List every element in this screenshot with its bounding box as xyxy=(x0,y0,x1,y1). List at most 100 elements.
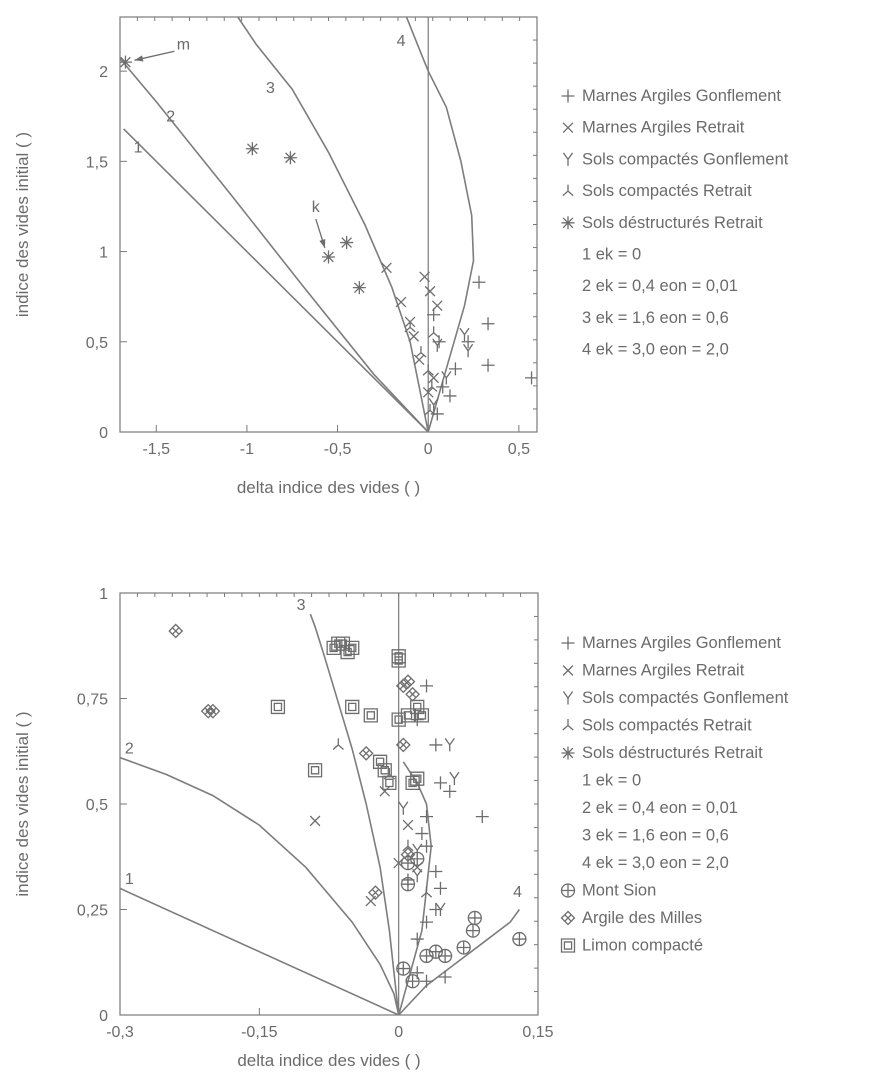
data-point-lambda-stroke xyxy=(426,380,438,392)
data-point-y xyxy=(412,868,423,883)
data-point-diamond-stroke xyxy=(172,627,180,635)
data-point-square-stroke xyxy=(307,763,323,778)
data-point-plus xyxy=(461,335,475,349)
legend-marker-star xyxy=(561,216,575,230)
data-point-circle xyxy=(437,948,453,964)
data-point-y xyxy=(459,327,470,342)
legend-label: 4 ek = 3,0 eon = 2,0 xyxy=(582,854,729,872)
data-point-square xyxy=(345,640,360,656)
data-point-cross xyxy=(402,819,414,831)
data-point-circle-stroke xyxy=(406,974,420,988)
legend-marker-y xyxy=(562,152,574,166)
data-point-circle xyxy=(456,940,471,955)
data-point-lambda xyxy=(402,839,414,852)
data-point-plus xyxy=(481,317,495,331)
legend-label: Limon compacté xyxy=(582,937,703,955)
data-point-cross-stroke xyxy=(431,300,443,312)
data-point-square-stroke xyxy=(382,775,397,791)
data-point-star-stroke xyxy=(322,250,335,264)
data-point-plus-stroke xyxy=(427,308,441,322)
data-point-lambda xyxy=(420,886,433,898)
data-point-lambda-stroke xyxy=(415,346,427,358)
data-point-square-stroke xyxy=(273,702,283,712)
data-point-cross xyxy=(408,331,420,342)
legend-marker-square-stroke xyxy=(563,941,573,950)
data-point-circle xyxy=(396,961,411,976)
data-point-square-stroke xyxy=(338,639,348,648)
legend-marker-star xyxy=(561,746,575,760)
y-tick-label: 0,75 xyxy=(77,692,108,709)
data-point-diamond-stroke xyxy=(372,889,379,897)
data-point-plus xyxy=(475,810,489,824)
data-point-plus xyxy=(420,810,434,824)
data-point-plus-stroke xyxy=(436,380,450,394)
data-point-diamond xyxy=(400,847,416,863)
data-point-diamond-stroke xyxy=(409,690,416,698)
legend-marker-lambda xyxy=(562,719,574,731)
data-point-circle xyxy=(467,910,482,926)
model-curve-2 xyxy=(120,57,429,432)
data-point-lambda-stroke xyxy=(428,326,440,338)
model-curve-3 xyxy=(237,17,429,432)
data-point-diamond-stroke xyxy=(400,847,416,863)
data-point-y xyxy=(449,771,460,786)
data-point-square xyxy=(382,775,397,791)
data-point-plus xyxy=(433,776,447,790)
data-point-diamond-stroke xyxy=(395,737,411,753)
data-point-plus xyxy=(429,865,443,879)
legend-item: Sols compactés Gonflement xyxy=(562,689,789,707)
data-point-cross-stroke xyxy=(402,819,414,831)
data-point-circle-stroke xyxy=(512,932,526,946)
legend-label: Marnes Argiles Gonflement xyxy=(582,87,781,105)
data-point-square-stroke xyxy=(410,771,425,786)
legend-label: 3 ek = 1,6 eon = 0,6 xyxy=(582,827,729,845)
legend-label: 3 ek = 1,6 eon = 0,6 xyxy=(582,309,729,327)
data-point-plus xyxy=(448,362,462,376)
data-point-y xyxy=(428,398,439,412)
data-point-square xyxy=(345,699,360,715)
data-point-y-stroke xyxy=(412,868,423,883)
data-point-plus-stroke xyxy=(481,317,495,331)
annotation-label: k xyxy=(312,199,321,216)
data-point-circle-stroke xyxy=(438,949,452,963)
legend-marker-diamond-stroke xyxy=(564,914,572,922)
legend-item: 4 ek = 3,0 eon = 2,0 xyxy=(582,341,729,359)
legend-label: Sols compactés Retrait xyxy=(582,182,752,200)
model-curve-2 xyxy=(120,756,400,1015)
legend-label: Sols déstructurés Retrait xyxy=(582,744,763,762)
data-point-plus xyxy=(443,389,457,403)
data-point-square-stroke xyxy=(363,708,378,723)
data-point-cross xyxy=(309,815,321,827)
data-point-plus-stroke xyxy=(420,679,434,693)
data-point-plus xyxy=(433,881,447,895)
legend-marker-square-stroke xyxy=(560,938,576,953)
data-point-circle-stroke xyxy=(457,940,471,954)
legend-marker-lambda-stroke xyxy=(562,184,574,197)
data-point-square xyxy=(307,763,323,778)
model-curve-1 xyxy=(120,887,400,1015)
curve-label: 2 xyxy=(166,109,175,126)
y-tick-label: 1,5 xyxy=(86,154,108,171)
data-point-square-stroke xyxy=(335,636,351,651)
data-point-y-stroke xyxy=(449,771,460,786)
data-point-lambda-stroke xyxy=(420,886,433,898)
data-point-square xyxy=(410,699,425,715)
plot-area xyxy=(120,17,537,432)
data-point-lambda xyxy=(424,403,436,416)
data-point-square-stroke xyxy=(366,711,376,720)
data-point-y xyxy=(398,801,409,815)
data-point-cross xyxy=(381,262,392,274)
data-point-plus-stroke xyxy=(443,784,457,798)
data-point-square xyxy=(410,771,425,786)
curve-label: 4 xyxy=(513,884,522,901)
data-point-cross-stroke xyxy=(309,815,321,827)
data-point-diamond-stroke xyxy=(404,851,412,859)
data-point-square-stroke xyxy=(417,711,427,720)
x-tick-label: -1,5 xyxy=(142,441,170,458)
data-point-star-stroke xyxy=(283,151,297,165)
data-point-lambda-stroke xyxy=(402,839,414,852)
data-point-circle xyxy=(400,877,416,892)
bottom-chart: -0,3 -0,15 0 0,15 0 0,25 0,5 0,75 1 delta indice … xyxy=(13,586,789,1070)
data-point-circle xyxy=(405,974,420,989)
